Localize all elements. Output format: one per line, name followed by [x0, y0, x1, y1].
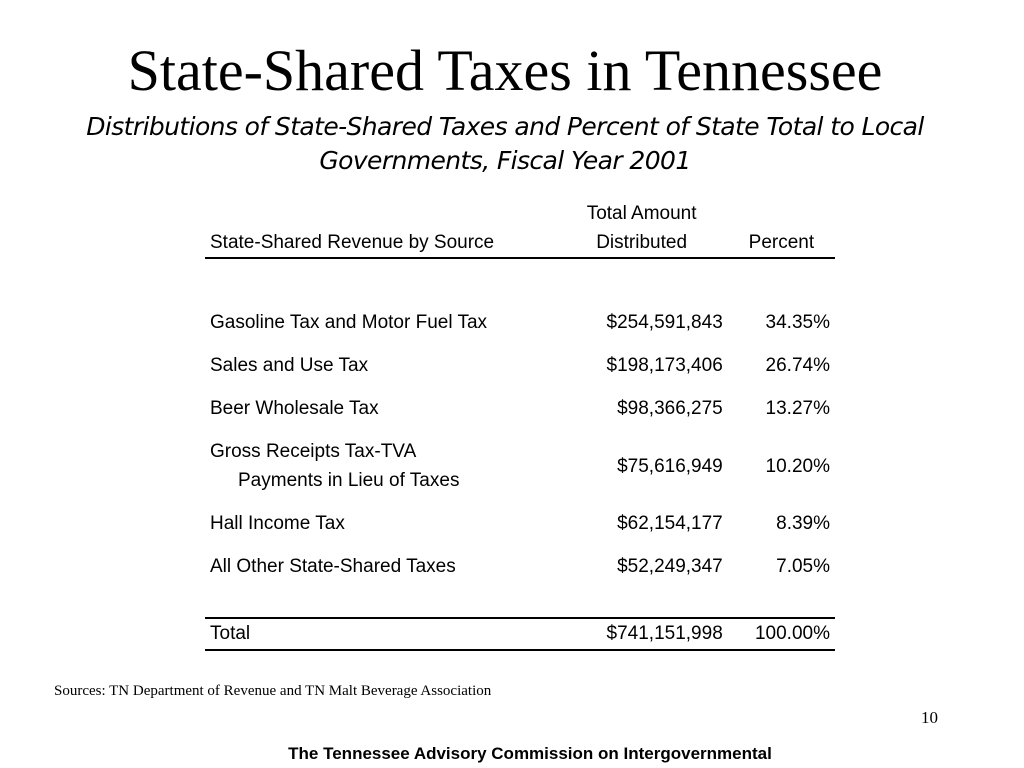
row-source: All Other State-Shared Taxes: [210, 555, 456, 577]
table-row: Hall Income Tax $62,154,177 8.39%: [205, 502, 835, 545]
row-percent: 13.27%: [765, 397, 830, 419]
table-spacer: [205, 258, 835, 301]
slide-title: State-Shared Taxes in Tennessee: [127, 38, 883, 103]
row-percent: 8.39%: [776, 512, 830, 534]
table-row: Gross Receipts Tax-TVA Payments in Lieu …: [205, 430, 835, 502]
header-amount-line2: Distributed: [596, 232, 688, 253]
table-row: Gasoline Tax and Motor Fuel Tax $254,591…: [205, 301, 835, 344]
row-amount: $254,591,843: [606, 311, 723, 333]
row-source-line2: Payments in Lieu of Taxes: [238, 470, 460, 491]
row-source: Hall Income Tax: [210, 512, 345, 534]
row-source: Sales and Use Tax: [210, 354, 369, 376]
row-source: Gasoline Tax and Motor Fuel Tax: [210, 311, 488, 333]
row-source-line1: Gross Receipts Tax-TVA: [210, 441, 417, 462]
total-percent: 100.00%: [727, 617, 835, 651]
total-amount: $741,151,998: [555, 617, 728, 651]
row-percent: 26.74%: [765, 354, 830, 376]
row-amount: $62,154,177: [617, 512, 723, 534]
table-row: All Other State-Shared Taxes $52,249,347…: [205, 545, 835, 588]
sources-note: Sources: TN Department of Revenue and TN…: [54, 683, 492, 699]
row-percent: 34.35%: [765, 311, 830, 333]
header-row: State-Shared Revenue by Source Total Amo…: [205, 199, 835, 259]
row-source: Beer Wholesale Tax: [210, 397, 379, 419]
row-amount: $75,616,949: [617, 455, 723, 477]
total-row: Total $741,151,998 100.00%: [205, 617, 835, 651]
page-number: 10: [921, 708, 938, 727]
row-amount: $198,173,406: [606, 354, 723, 376]
table-row: Sales and Use Tax $198,173,406 26.74%: [205, 344, 835, 387]
row-source: Gross Receipts Tax-TVA Payments in Lieu …: [205, 430, 555, 502]
row-amount: $52,249,347: [617, 555, 723, 577]
header-source: State-Shared Revenue by Source: [205, 199, 556, 259]
table-row: Beer Wholesale Tax $98,366,275 13.27%: [205, 387, 835, 430]
row-percent: 7.05%: [776, 555, 830, 577]
row-percent: 10.20%: [765, 455, 830, 477]
header-amount-line1: Total Amount: [586, 203, 697, 224]
header-amount: Total Amount Distributed: [555, 199, 728, 259]
total-label: Total: [205, 617, 556, 651]
revenue-table: State-Shared Revenue by Source Total Amo…: [205, 199, 835, 651]
table-header: State-Shared Revenue by Source Total Amo…: [205, 199, 835, 259]
table-gap: [205, 588, 835, 618]
table-body: Gasoline Tax and Motor Fuel Tax $254,591…: [205, 258, 835, 651]
header-percent: Percent: [727, 199, 835, 259]
row-amount: $98,366,275: [617, 397, 723, 419]
footer-organization: The Tennessee Advisory Commission on Int…: [288, 744, 772, 763]
slide-subtitle: Distributions of State-Shared Taxes and …: [86, 112, 924, 175]
